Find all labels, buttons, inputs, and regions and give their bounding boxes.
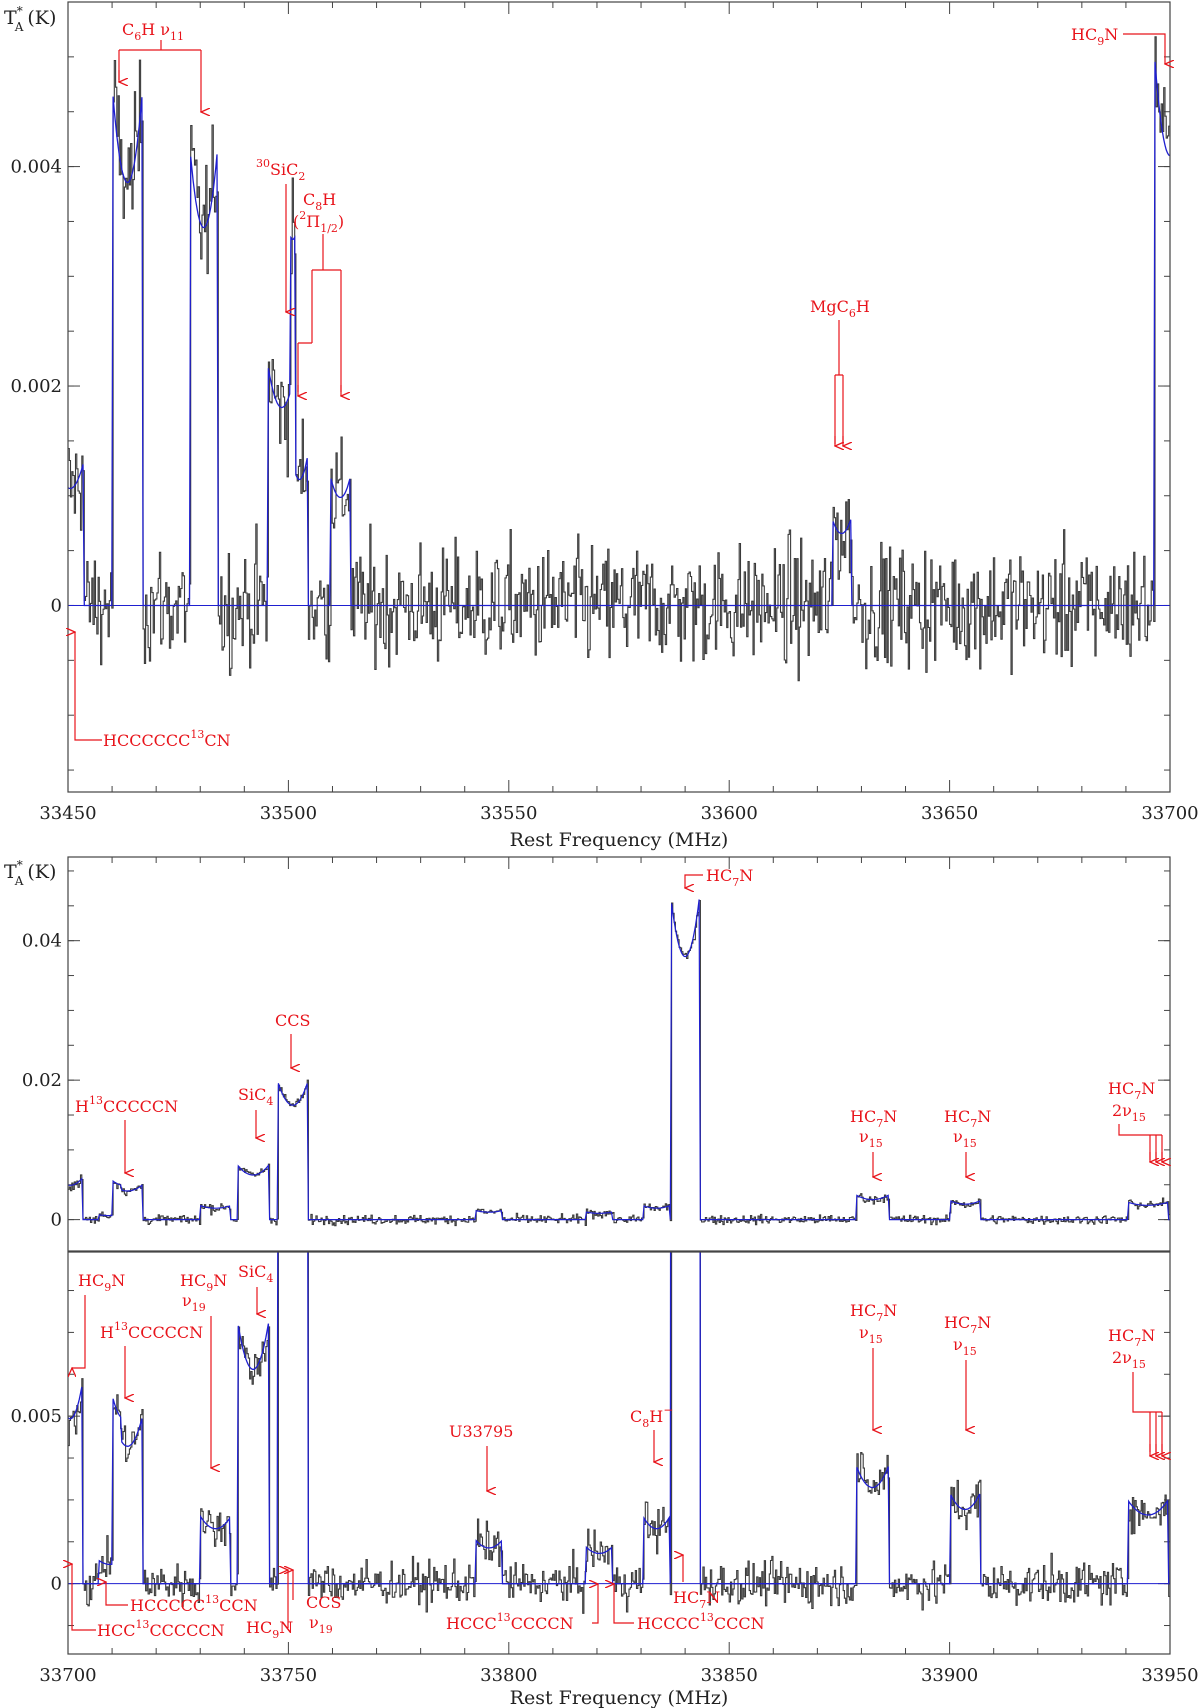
- annot-mgc6h: MgC6H: [810, 297, 870, 320]
- bottom-annotations: HC9N H13CCCCCN HC9N ν19 SiC4 U33795 C8H−…: [72, 1262, 1162, 1641]
- annot-hc9n-top: HC9N: [1071, 25, 1118, 48]
- annot-bot-h13cccccn: H13CCCCCN: [100, 1320, 203, 1342]
- middle-model-fit: [68, 899, 1170, 1221]
- x-tick-label: 33450: [39, 803, 96, 824]
- annot-bot-hc9n: HC9N: [78, 1271, 125, 1294]
- y-tick-label: 0.002: [10, 376, 62, 397]
- annot-c6h-bracket: [118, 40, 202, 110]
- bottom-observed-spectrum: [68, 1252, 1170, 1614]
- annot-bot-v19: ν19: [182, 1291, 206, 1314]
- annot-bot-hc7n-lower: HC7N: [673, 1588, 720, 1611]
- y-tick-label: 0.04: [22, 931, 62, 952]
- y-tick-label: 0: [51, 1210, 62, 1231]
- annot-mid-h13cccccn: H13CCCCCN: [75, 1094, 178, 1116]
- annot-bot-sic4: SiC4: [238, 1262, 273, 1285]
- annot-bot-2v15-bracket: [1132, 1372, 1163, 1452]
- annot-mid-2v15: 2ν15: [1112, 1101, 1146, 1124]
- annot-bot-2v15: 2ν15: [1112, 1348, 1146, 1371]
- annot-mgc6h-bracket: [834, 320, 844, 444]
- x-tick-label: 33900: [921, 1665, 978, 1686]
- y-tick-label: 0: [51, 595, 62, 616]
- top-panel: 0 0.002 0.004 33450 33500 33550 33600 33650 3370…: [4, 1, 1199, 851]
- annot-c8h-bracket: [297, 234, 342, 392]
- y-tick-label: 0: [51, 1574, 62, 1595]
- annot-bot-hc9n-v19: HC9N: [180, 1271, 227, 1294]
- annot-bot-v15-b: ν15: [953, 1335, 977, 1358]
- annot-bot-hcc13cccccn: HCC13CCCCCN: [97, 1618, 225, 1640]
- x-tick-label: 33850: [701, 1665, 758, 1686]
- annot-mid-2v15-bracket: [1118, 1124, 1163, 1160]
- y-tick-label: 0.005: [10, 1406, 62, 1427]
- annot-c6h-v11: C6H ν11: [122, 20, 184, 43]
- annot-c8h-state: (2Π1/2): [293, 209, 344, 235]
- annot-mid-hc7n-arrow: [685, 874, 703, 888]
- annot-bot-u33795: U33795: [449, 1422, 513, 1441]
- annot-bot-hc7n-2v15: HC7N: [1108, 1326, 1155, 1349]
- annot-hccccccc13cn-arrow: [75, 632, 102, 741]
- top-axis-ticks: 0 0.002 0.004 33450 33500 33550 33600 33650 3370…: [10, 1, 1199, 824]
- annot-bot-hcccc13cccn: HCCCC13CCCN: [637, 1611, 765, 1633]
- annot-bot-hc9n-lower: HC9N: [246, 1618, 293, 1641]
- x-tick-label: 33800: [480, 1665, 537, 1686]
- middle-axis-ticks: 0 0.02 0.04: [22, 857, 1171, 1231]
- annot-bot-hccc13-arrow: [592, 1584, 598, 1624]
- middle-y-axis-title: T* A (K): [4, 858, 56, 888]
- annot-mid-v15-b: ν15: [953, 1127, 977, 1150]
- annot-mid-hc7n-v15-a: HC7N: [850, 1107, 897, 1130]
- x-tick-label: 33500: [260, 803, 317, 824]
- middle-panel: 0 0.02 0.04 T* A (K) H13CCCCCN SiC4 CCS HC7N…: [4, 856, 1171, 1252]
- x-tick-label: 33950: [1141, 1665, 1198, 1686]
- bottom-panel: 0 0.005 33700 33750 33800 33850 33900 33950 Res…: [10, 1251, 1199, 1708]
- top-model-fit: [68, 61, 1170, 607]
- top-annotations: HCCCCCC13CN C6H ν11 30SiC2 C8H (2Π1/2) M…: [75, 20, 1165, 750]
- annot-bot-hc7n-v15-a: HC7N: [850, 1301, 897, 1324]
- annot-bot-ccs-v19-nu: ν19: [309, 1613, 333, 1636]
- y-tick-label: 0.02: [22, 1070, 62, 1091]
- top-y-axis-title: T* A (K): [4, 4, 56, 34]
- annot-hccccccc13cn: HCCCCCC13CN: [103, 728, 231, 750]
- annot-mid-hc7n-v15-b: HC7N: [944, 1107, 991, 1130]
- x-tick-label: 33750: [260, 1665, 317, 1686]
- top-plot-frame: [67, 1, 1171, 793]
- bottom-model-fit: [68, 1252, 1170, 1585]
- bottom-plot-frame: [67, 1251, 1171, 1655]
- top-observed-spectrum: [68, 36, 1170, 682]
- x-tick-label: 33600: [701, 803, 758, 824]
- annot-bot-c8h-minus: C8H−: [630, 1403, 673, 1430]
- annot-bot-hccccc13ccn: HCCCCC13CCN: [130, 1593, 258, 1615]
- x-tick-label: 33550: [480, 803, 537, 824]
- annot-30sic2: 30SiC2: [256, 157, 305, 183]
- annot-bot-hcc13-arrow: [72, 1564, 96, 1631]
- annot-mid-ccs: CCS: [275, 1011, 310, 1030]
- middle-annotations: H13CCCCCN SiC4 CCS HC7N HC7N ν15 HC7N ν1…: [75, 866, 1162, 1177]
- x-tick-label: 33700: [39, 1665, 96, 1686]
- annot-bot-hc7n-v15-b: HC7N: [944, 1313, 991, 1336]
- annot-bot-hcccc13-arrow: [614, 1584, 634, 1624]
- x-tick-label: 33700: [1141, 803, 1198, 824]
- annot-bot-hccccc13-arrow: [106, 1582, 128, 1606]
- annot-c8h: C8H: [303, 190, 336, 213]
- annot-bot-hc9n-arrow: [72, 1295, 86, 1368]
- annot-bot-ccs-v19: CCS: [306, 1593, 341, 1612]
- y-tick-label: 0.004: [10, 157, 62, 178]
- annot-mid-v15-a: ν15: [859, 1127, 883, 1150]
- annot-bot-v15-a: ν15: [859, 1323, 883, 1346]
- annot-mid-hc7n: HC7N: [706, 866, 753, 889]
- annot-hc9n-top-arrow: [1123, 33, 1165, 64]
- middle-plot-frame: [67, 856, 1171, 1252]
- bottom-x-axis-title: Rest Frequency (MHz): [510, 1687, 729, 1708]
- annot-mid-sic4: SiC4: [238, 1085, 273, 1108]
- top-x-axis-title: Rest Frequency (MHz): [510, 829, 729, 851]
- middle-observed-spectrum: [68, 900, 1170, 1227]
- annot-bot-hccc13ccccn: HCCC13CCCCN: [446, 1611, 574, 1633]
- annot-mid-hc7n-2v15: HC7N: [1108, 1079, 1155, 1102]
- x-tick-label: 33650: [921, 803, 978, 824]
